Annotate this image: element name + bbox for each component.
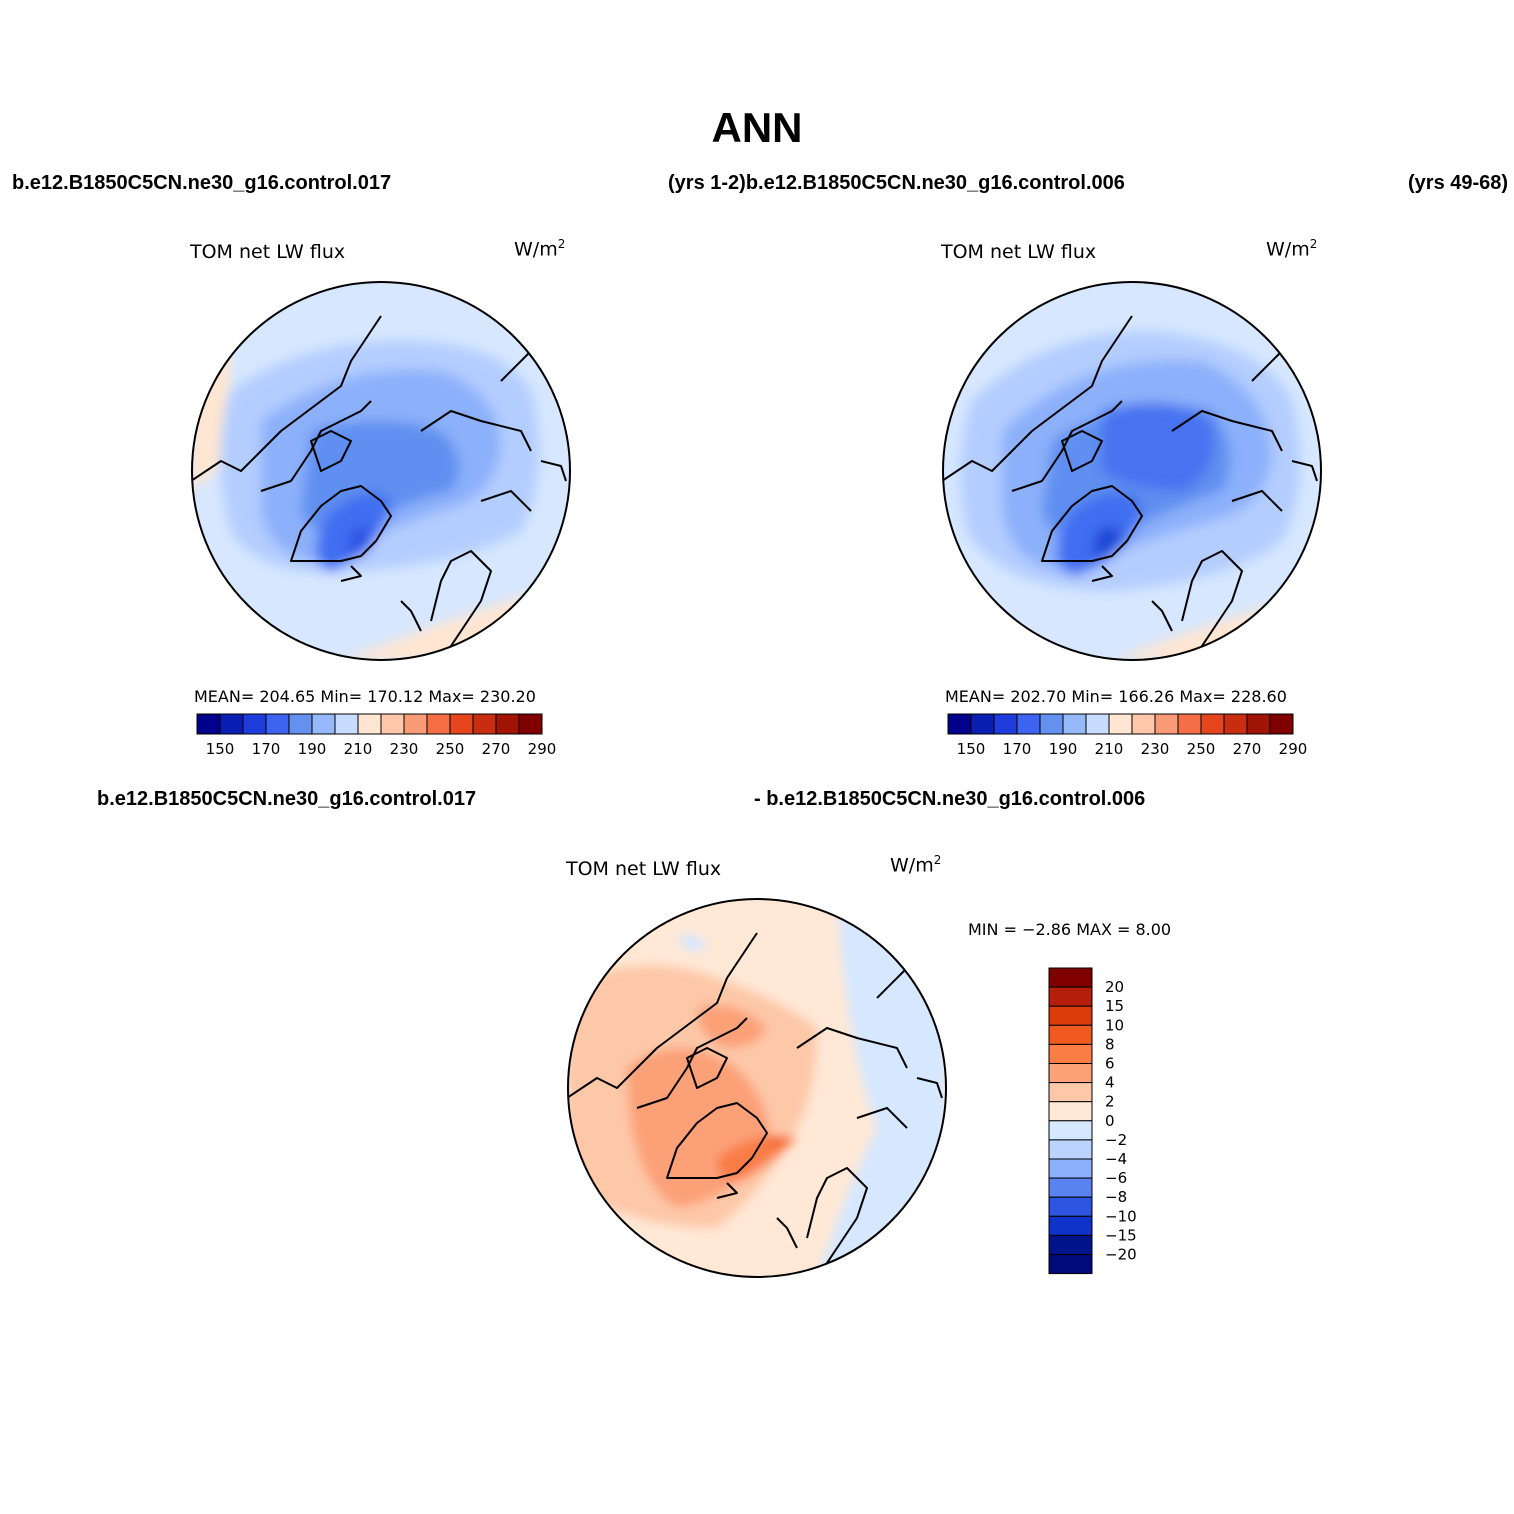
panel1-colorbar-box — [219, 713, 244, 735]
panel2-polar-map — [942, 281, 1322, 661]
panel3-case-minus-label: - b.e12.B1850C5CN.ne30_g16.control.006 — [754, 788, 1146, 810]
panel1-polar-map — [191, 281, 571, 661]
panel2-plot-title: TOM net LW flux — [941, 241, 1097, 263]
panel1-colorbar-tick-label: 230 — [390, 740, 419, 758]
panel3-colorbar-tick-label: 4 — [1105, 1074, 1115, 1092]
panel3-colorbar-box — [1048, 1139, 1093, 1160]
panel3-colorbar-tick-label: 15 — [1105, 997, 1124, 1015]
panel1-colorbar-tick-label: 190 — [298, 740, 327, 758]
panel2-case-period: (yrs 49-68) — [1408, 172, 1509, 194]
panel3-colorbar-box — [1048, 1063, 1093, 1084]
panel1-colorbar-tick-label: 210 — [344, 740, 373, 758]
panel1-colorbar-tick-label: 250 — [436, 740, 465, 758]
panel1-colorbar-box — [380, 713, 405, 735]
panel2-colorbar-tick-label: 150 — [957, 740, 986, 758]
panel2-colorbar-box — [970, 713, 995, 735]
panel1-colorbar-box — [357, 713, 382, 735]
panel3-colorbar-tick-label: −4 — [1105, 1150, 1127, 1168]
panel2-colorbar-box — [1131, 713, 1156, 735]
panel3-colorbar-box — [1048, 1043, 1093, 1065]
panel3-stats: MIN = −2.86 MAX = 8.00 — [968, 920, 1172, 939]
panel2-colorbar-tick-label: 210 — [1095, 740, 1124, 758]
panel1-case-period: (yrs 1-2)b.e12.B1850C5CN.ne30_g16.contro… — [668, 172, 1125, 194]
panel1-colorbar-tick-label: 170 — [252, 740, 281, 758]
panel2-colorbar-box — [1062, 713, 1087, 735]
panel2-colorbar-box — [1016, 713, 1041, 735]
panel2-colorbar-box — [1154, 713, 1179, 735]
panel1-colorbar-tick-label: 270 — [482, 740, 511, 758]
panel1-colorbar-box — [495, 713, 520, 735]
panel1-colorbar-box — [242, 713, 267, 735]
panel3-colorbar-tick-label: −20 — [1105, 1246, 1137, 1264]
panel3-colorbar-box — [1048, 986, 1093, 1007]
panel3-plot-title: TOM net LW flux — [566, 858, 722, 880]
panel2-colorbar-box — [1223, 713, 1248, 735]
panel3-colorbar-box — [1048, 1024, 1093, 1045]
panel1-colorbar-box — [518, 713, 543, 735]
panel1-colorbar-box — [403, 713, 428, 735]
panel1-colorbar: 150 170 190 210 230 250 270 290 — [196, 713, 557, 758]
panel1-colorbar-box — [449, 713, 474, 735]
panel3-colorbar-tick-label: −6 — [1105, 1169, 1127, 1187]
panel2-colorbar-tick-label: 270 — [1233, 740, 1262, 758]
panel2-colorbar-box — [1200, 713, 1225, 735]
panel3-colorbar-tick-label: −15 — [1105, 1226, 1137, 1244]
panel3-colorbar-box — [1048, 1234, 1093, 1255]
panel2-colorbar-box — [947, 713, 972, 735]
panel2-units: W/m2 — [1266, 237, 1318, 261]
panel1-plot-title: TOM net LW flux — [190, 241, 346, 263]
panel2-colorbar-tick-label: 230 — [1141, 740, 1170, 758]
panel3-colorbar-box — [1048, 967, 1093, 988]
page-title: ANN — [711, 104, 803, 151]
panel3-colorbar-box — [1048, 1177, 1093, 1198]
panel2-stats: MEAN= 202.70 Min= 166.26 Max= 228.60 — [945, 687, 1287, 706]
panel1-units: W/m2 — [514, 237, 566, 261]
panel3-units: W/m2 — [890, 853, 942, 877]
panel1-colorbar-box — [426, 713, 451, 735]
panel3-colorbar-box — [1048, 1120, 1093, 1141]
panel2-colorbar-box — [1039, 713, 1064, 735]
panel2-colorbar-box — [1269, 713, 1294, 735]
panel1-case-label: b.e12.B1850C5CN.ne30_g16.control.017 — [12, 172, 392, 194]
panel1-colorbar-box — [311, 713, 336, 735]
panel3-colorbar-tick-label: 8 — [1105, 1035, 1115, 1053]
panel3-colorbar-box — [1048, 1082, 1093, 1103]
panel2-colorbar-box — [993, 713, 1018, 735]
panel1-stats: MEAN= 204.65 Min= 170.12 Max= 230.20 — [194, 687, 536, 706]
panel2-colorbar-box — [1177, 713, 1202, 735]
panel1-colorbar-tick-label: 150 — [206, 740, 235, 758]
panel2-colorbar-box — [1108, 713, 1133, 735]
panel1-colorbar-tick-label: 290 — [528, 740, 557, 758]
panel3-colorbar-tick-label: 6 — [1105, 1055, 1115, 1073]
panel1-colorbar-box — [288, 713, 313, 735]
panel3-colorbar-tick-label: −8 — [1105, 1188, 1127, 1206]
panel2-colorbar-box — [1246, 713, 1271, 735]
panel2-colorbar-tick-label: 290 — [1279, 740, 1308, 758]
panel3-colorbar-box — [1048, 1005, 1093, 1026]
panel3-colorbar-box — [1048, 1215, 1093, 1236]
panel2-colorbar-tick-label: 190 — [1049, 740, 1078, 758]
panel3-colorbar-tick-label: −2 — [1105, 1131, 1127, 1149]
panel3-colorbar-box — [1048, 1101, 1093, 1122]
panel1-colorbar-box — [265, 713, 290, 735]
panel3-colorbar-tick-label: 2 — [1105, 1093, 1115, 1111]
panel3-colorbar-box — [1048, 1158, 1093, 1179]
panel3-colorbar-tick-label: 0 — [1105, 1112, 1115, 1130]
panel3-polar-map — [567, 898, 947, 1278]
panel1-colorbar-box — [196, 713, 221, 735]
panel1-colorbar-box — [334, 713, 359, 735]
panel3-colorbar-box — [1048, 1196, 1093, 1217]
panel3-colorbar-tick-label: 10 — [1105, 1016, 1124, 1034]
panel2-colorbar: 150 170 190 210 230 250 270 290 — [947, 713, 1308, 758]
panel3-colorbar-box — [1048, 1254, 1093, 1275]
panel3-case-label: b.e12.B1850C5CN.ne30_g16.control.017 — [97, 788, 477, 810]
panel2-colorbar-tick-label: 170 — [1003, 740, 1032, 758]
panel1-colorbar-box — [472, 713, 497, 735]
panel3-colorbar-tick-label: −10 — [1105, 1207, 1137, 1225]
panel3-colorbar-tick-label: 20 — [1105, 978, 1124, 996]
panel2-colorbar-box — [1085, 713, 1110, 735]
panel2-colorbar-tick-label: 250 — [1187, 740, 1216, 758]
